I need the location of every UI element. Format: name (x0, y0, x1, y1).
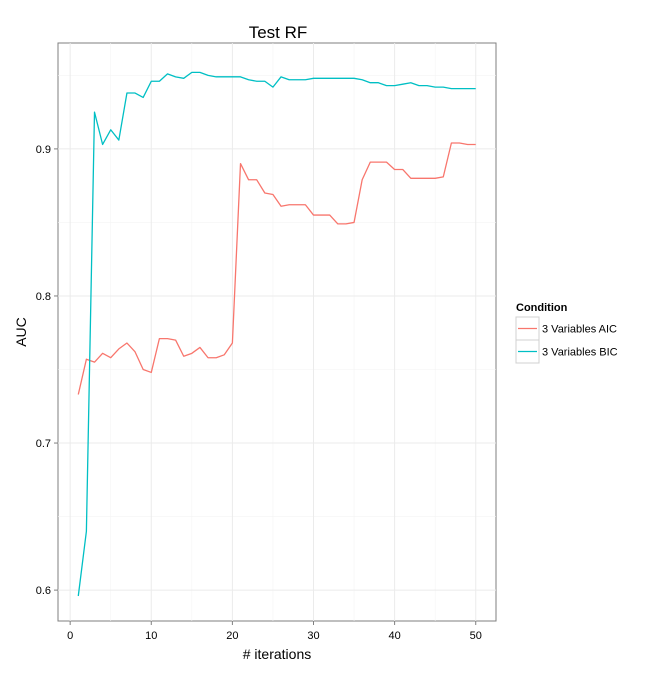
x-axis: 0 10 20 30 40 50 (67, 621, 482, 642)
y-tick-label: 0.8 (36, 291, 51, 303)
series-layer (77, 71, 476, 597)
plot-area (57, 42, 497, 622)
x-tick-label: 0 (67, 630, 73, 642)
y-tick-label: 0.9 (36, 144, 51, 156)
x-tick-label: 50 (470, 630, 482, 642)
legend-label: 3 Variables AIC (542, 324, 617, 336)
series-line-3-variables-bic (77, 71, 476, 597)
x-tick-label: 20 (226, 630, 238, 642)
legend: Condition 3 Variables AIC 3 Variables BIC (515, 302, 618, 364)
legend-item: 3 Variables AIC (515, 316, 617, 341)
x-tick-label: 30 (307, 630, 319, 642)
legend-title: Condition (516, 302, 568, 314)
x-axis-title: # iterations (243, 646, 311, 662)
legend-label: 3 Variables BIC (542, 347, 618, 359)
y-axis-title: AUC (13, 317, 29, 347)
y-tick-label: 0.7 (36, 438, 51, 450)
legend-item: 3 Variables BIC (515, 339, 618, 364)
x-tick-label: 40 (388, 630, 400, 642)
y-axis: 0.6 0.7 0.8 0.9 (36, 144, 58, 597)
plot-border (57, 42, 497, 622)
x-tick-label: 10 (145, 630, 157, 642)
legend-items: 3 Variables AIC 3 Variables BIC (515, 316, 618, 364)
gridlines (58, 43, 496, 621)
chart-title: Test RF (249, 23, 308, 42)
y-tick-label: 0.6 (36, 585, 51, 597)
series-line-3-variables-aic (77, 142, 476, 395)
